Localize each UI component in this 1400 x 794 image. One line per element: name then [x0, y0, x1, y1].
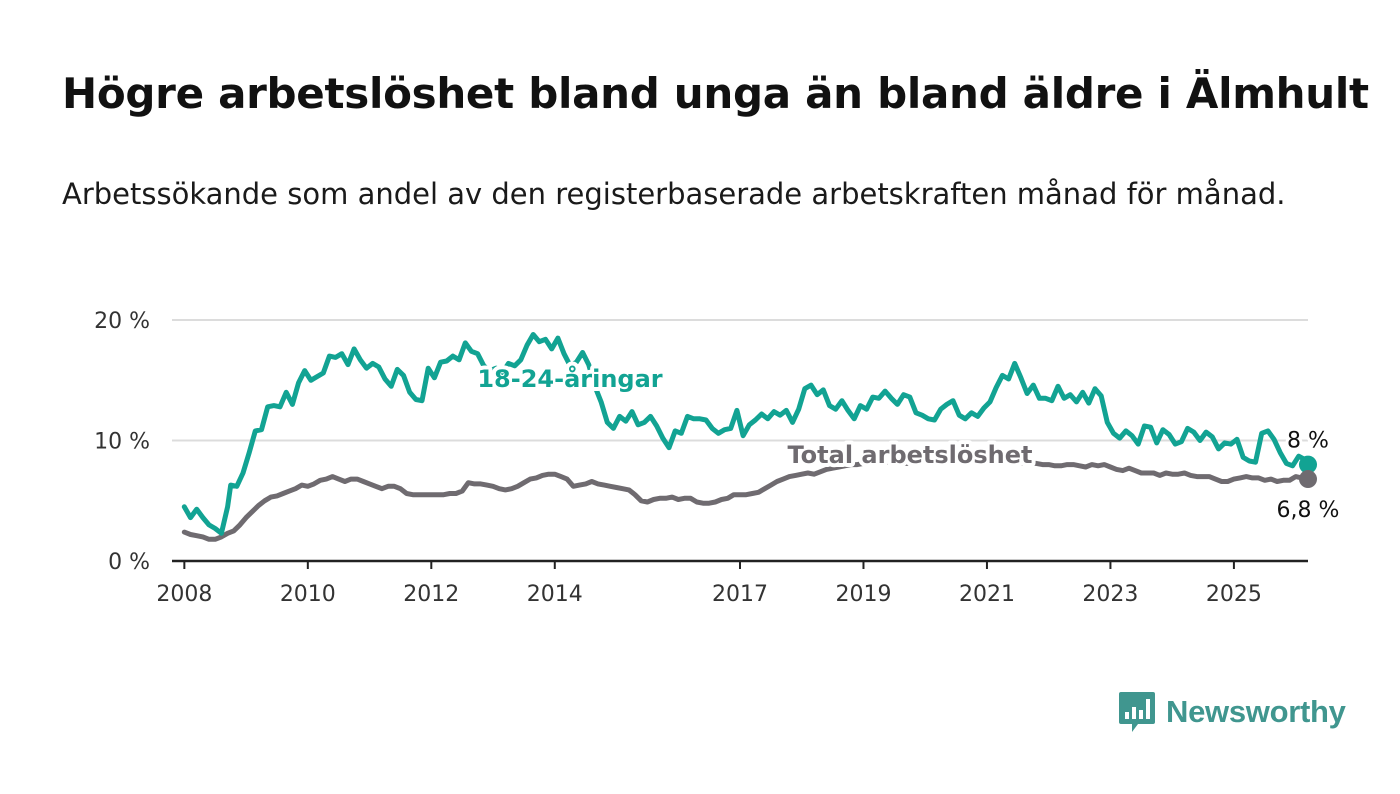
end-label-youth: 8 %	[1287, 429, 1329, 454]
x-tick-label: 2019	[835, 582, 891, 607]
series-line-youth	[181, 332, 1311, 536]
end-point-youth	[1299, 455, 1317, 474]
x-tick-label: 2021	[959, 582, 1015, 607]
x-tick-label: 2017	[712, 582, 768, 607]
chart-subtitle: Arbetssökande som andel av den registerb…	[62, 177, 1286, 211]
x-tick-label: 2025	[1206, 582, 1262, 607]
y-tick-label: 20 %	[94, 309, 150, 334]
brand-name: Newsworthy	[1166, 694, 1346, 729]
x-tick-label: 2012	[403, 582, 459, 607]
y-tick-label: 0 %	[108, 550, 150, 575]
brand-logo: Newsworthy	[1118, 690, 1346, 734]
end-point-total	[1299, 470, 1317, 489]
series-line-total	[181, 458, 1311, 542]
x-tick-label: 2014	[527, 582, 583, 607]
chart-title: Högre arbetslöshet bland unga än bland ä…	[62, 69, 1369, 118]
series-label-total: Total arbetslöshet	[787, 441, 1032, 469]
bar-chart-speech-bubble-icon	[1119, 692, 1155, 732]
series-label-youth: 18-24-åringar	[477, 364, 662, 393]
x-tick-label: 2023	[1082, 582, 1138, 607]
x-tick-label: 2008	[156, 582, 212, 607]
end-label-total: 6,8 %	[1277, 498, 1340, 523]
x-tick-label: 2010	[280, 582, 336, 607]
y-tick-label: 10 %	[94, 430, 150, 455]
